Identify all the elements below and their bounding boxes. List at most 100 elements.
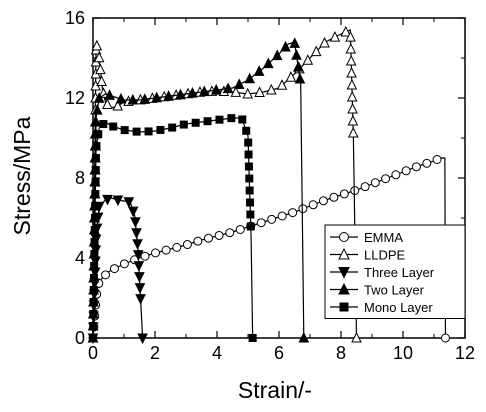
data-point-emma [267, 214, 277, 224]
data-point-two-layer [92, 103, 103, 115]
data-point-two-layer [291, 49, 302, 60]
data-point-lldpe [302, 54, 314, 65]
data-point-two-layer [139, 93, 151, 104]
data-point-mono-layer [246, 210, 255, 219]
data-point-mono-layer [191, 118, 200, 127]
data-point-mono-layer [245, 174, 254, 183]
data-point-lldpe [310, 45, 322, 57]
data-point-emma [401, 166, 411, 176]
data-point-emma [119, 259, 129, 269]
data-point-lldpe [285, 71, 297, 82]
data-point-mono-layer [246, 222, 255, 231]
data-point-two-layer [163, 90, 174, 101]
data-point-three-layer [134, 283, 146, 294]
y-tick-label: 16 [65, 8, 85, 28]
data-point-two-layer [187, 87, 198, 98]
data-point-emma [288, 208, 298, 218]
data-point-lldpe [329, 31, 341, 42]
data-point-emma [298, 204, 308, 214]
data-point-three-layer [135, 294, 146, 305]
data-point-two-layer [263, 57, 274, 69]
x-tick-label: 0 [88, 343, 98, 363]
data-point-mono-layer [90, 262, 99, 271]
data-point-emma [182, 240, 192, 250]
data-point-two-layer [253, 65, 265, 76]
x-axis-title: Strain/- [238, 377, 312, 403]
data-point-emma [225, 228, 235, 238]
data-point-emma [432, 154, 442, 164]
data-point-two-layer [294, 72, 306, 84]
legend-item-mono-layer: Mono Layer [330, 300, 433, 315]
data-point-three-layer [130, 217, 141, 228]
data-point-emma [440, 333, 450, 343]
data-point-mono-layer [227, 114, 236, 123]
data-point-two-layer [222, 82, 234, 94]
data-point-mono-layer [144, 127, 153, 136]
data-point-two-layer [289, 37, 301, 48]
data-point-mono-layer [248, 334, 257, 342]
data-point-mono-layer [215, 115, 224, 124]
data-point-emma [150, 248, 160, 258]
data-point-two-layer [244, 72, 255, 84]
data-point-mono-layer [89, 286, 98, 295]
legend-label-lldpe: LLDPE [364, 248, 406, 263]
x-tick-label: 8 [336, 343, 346, 363]
data-point-mono-layer [244, 150, 253, 159]
data-point-mono-layer [246, 198, 255, 207]
data-point-lldpe [242, 87, 254, 99]
data-point-mono-layer [89, 322, 98, 331]
data-point-emma [318, 196, 328, 206]
series-line-lldpe [92, 29, 358, 339]
data-point-lldpe [346, 78, 358, 90]
data-point-mono-layer [242, 126, 251, 135]
x-tick-label: 4 [212, 343, 222, 363]
data-point-lldpe [347, 126, 359, 138]
legend-marker-mono-layer [339, 302, 349, 312]
y-tick-label: 8 [75, 168, 85, 188]
data-point-three-layer [127, 206, 139, 218]
data-point-three-layer [102, 194, 113, 206]
data-point-mono-layer [168, 123, 177, 132]
data-point-mono-layer [244, 138, 253, 147]
data-point-three-layer [123, 197, 135, 208]
legend-label-emma: EMMA [364, 230, 403, 245]
legend-label-two-layer: Two Layer [364, 283, 425, 298]
data-point-lldpe [96, 75, 107, 87]
data-point-lldpe [351, 331, 362, 343]
data-point-two-layer [292, 61, 304, 72]
series-mono-layer [89, 114, 257, 342]
y-tick-label: 12 [65, 88, 85, 108]
legend-label-mono-layer: Mono Layer [364, 300, 433, 315]
data-point-three-layer [112, 195, 124, 207]
data-point-mono-layer [90, 238, 99, 247]
data-point-mono-layer [91, 166, 100, 175]
data-point-emma [235, 224, 245, 234]
data-point-emma [391, 170, 401, 180]
data-point-lldpe [346, 90, 358, 102]
legend-marker-emma [339, 232, 349, 242]
axes [92, 17, 466, 339]
data-point-lldpe [347, 102, 358, 114]
data-point-two-layer [151, 91, 162, 103]
legend-item-lldpe: LLDPE [330, 248, 406, 263]
legend-item-two-layer: Two Layer [330, 283, 425, 298]
data-point-emma [329, 192, 339, 202]
data-point-two-layer [233, 78, 245, 90]
data-point-emma [203, 233, 213, 243]
data-point-mono-layer [90, 214, 99, 223]
data-point-three-layer [132, 239, 143, 250]
data-point-emma [140, 251, 150, 261]
data-point-lldpe [266, 83, 277, 95]
data-point-two-layer [271, 49, 283, 61]
legend-label-three-layer: Three Layer [364, 265, 435, 280]
data-point-mono-layer [156, 125, 165, 134]
data-point-lldpe [91, 39, 103, 51]
data-point-mono-layer [92, 142, 101, 151]
tick-labels: 0 2 4 6 8 10 12 0 4 8 12 16 [65, 8, 475, 363]
data-point-lldpe [276, 79, 288, 90]
data-point-emma [256, 218, 266, 228]
series-lldpe [87, 25, 362, 343]
data-point-mono-layer [179, 120, 188, 129]
data-point-lldpe [95, 63, 106, 75]
